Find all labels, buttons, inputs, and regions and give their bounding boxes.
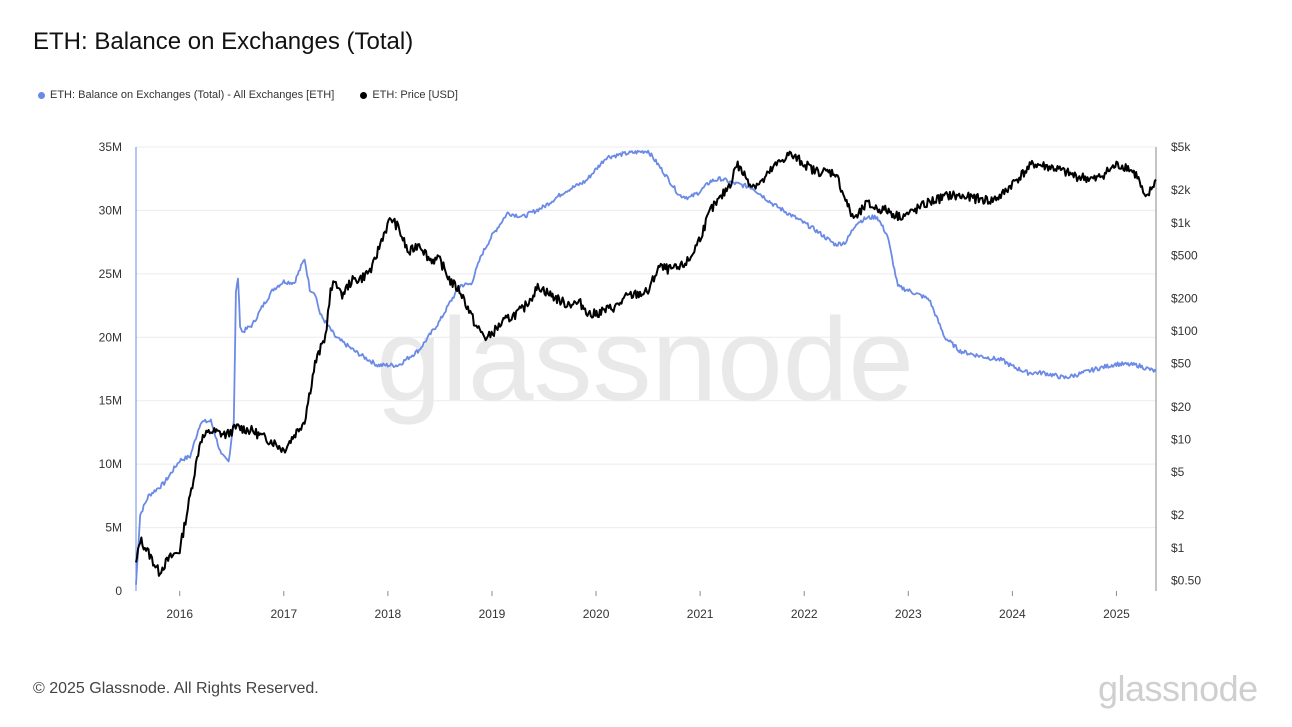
series-line-price[interactable] xyxy=(135,150,1157,577)
x-tick-label-3: 2019 xyxy=(479,607,506,621)
y-left-tick-label-1: 5M xyxy=(105,521,122,535)
y-right-ticks: $0.50 $1 $2 $5 $10 $20 $50 $100 $200 $500 $1k $2k $5… xyxy=(1171,140,1201,587)
y-right-tick-label-1: $1 xyxy=(1171,541,1185,555)
y-left-ticks: 0 5M 10M 15M 20M 25M 30M 35M xyxy=(99,140,123,598)
series-line-balance[interactable] xyxy=(135,149,1157,585)
y-right-tick-label-4: $10 xyxy=(1171,432,1191,446)
y-left-tick-label-5: 25M xyxy=(99,267,122,281)
copyright-footer: © 2025 Glassnode. All Rights Reserved. xyxy=(33,680,319,697)
y-left-tick-label-3: 15M xyxy=(99,394,122,408)
legend-item-balance[interactable]: ETH: Balance on Exchanges (Total) - All … xyxy=(38,89,334,101)
x-tick-label-2: 2018 xyxy=(375,607,402,621)
y-right-tick-label-10: $1k xyxy=(1171,216,1191,230)
axes xyxy=(135,147,1157,591)
y-right-tick-label-0: $0.50 xyxy=(1171,573,1201,587)
grid-lines xyxy=(136,146,1156,529)
x-tick-label-0: 2016 xyxy=(166,607,193,621)
x-tick-label-8: 2024 xyxy=(999,607,1026,621)
y-right-tick-label-11: $2k xyxy=(1171,183,1191,197)
y-right-tick-label-6: $50 xyxy=(1171,357,1191,371)
y-right-tick-label-9: $500 xyxy=(1171,248,1198,262)
glassnode-logo[interactable]: glassnode xyxy=(1098,668,1258,709)
x-tick-label-9: 2025 xyxy=(1103,607,1130,621)
x-ticks: 2016 2017 2018 2019 2020 2021 2022 2023 2024 2025 xyxy=(166,591,1130,621)
y-left-tick-label-0: 0 xyxy=(115,584,122,598)
x-tick-label-1: 2017 xyxy=(270,607,297,621)
legend-item-price[interactable]: ETH: Price [USD] xyxy=(360,89,458,101)
y-left-tick-label-4: 20M xyxy=(99,330,122,344)
y-right-tick-label-7: $100 xyxy=(1171,324,1198,338)
chart-legend: ETH: Balance on Exchanges (Total) - All … xyxy=(38,89,458,101)
y-right-tick-label-8: $200 xyxy=(1171,292,1198,306)
x-tick-label-5: 2021 xyxy=(687,607,714,621)
y-right-tick-label-2: $2 xyxy=(1171,508,1185,522)
x-tick-label-6: 2022 xyxy=(791,607,818,621)
y-left-tick-label-6: 30M xyxy=(99,203,122,217)
series-group xyxy=(135,149,1157,585)
x-tick-label-7: 2023 xyxy=(895,607,922,621)
legend-label-price: ETH: Price [USD] xyxy=(372,89,458,101)
legend-label-balance: ETH: Balance on Exchanges (Total) - All … xyxy=(50,89,335,101)
y-right-tick-label-3: $5 xyxy=(1171,465,1185,479)
legend-dot-balance xyxy=(38,91,45,99)
x-tick-label-4: 2020 xyxy=(583,607,610,621)
chart-title: ETH: Balance on Exchanges (Total) xyxy=(33,28,414,55)
y-right-tick-label-5: $20 xyxy=(1171,400,1191,414)
y-left-tick-label-7: 35M xyxy=(99,140,122,154)
y-right-tick-label-12: $5k xyxy=(1171,140,1191,154)
watermark: glassnode xyxy=(376,294,914,426)
y-left-tick-label-2: 10M xyxy=(99,457,122,471)
legend-dot-price xyxy=(360,91,368,99)
